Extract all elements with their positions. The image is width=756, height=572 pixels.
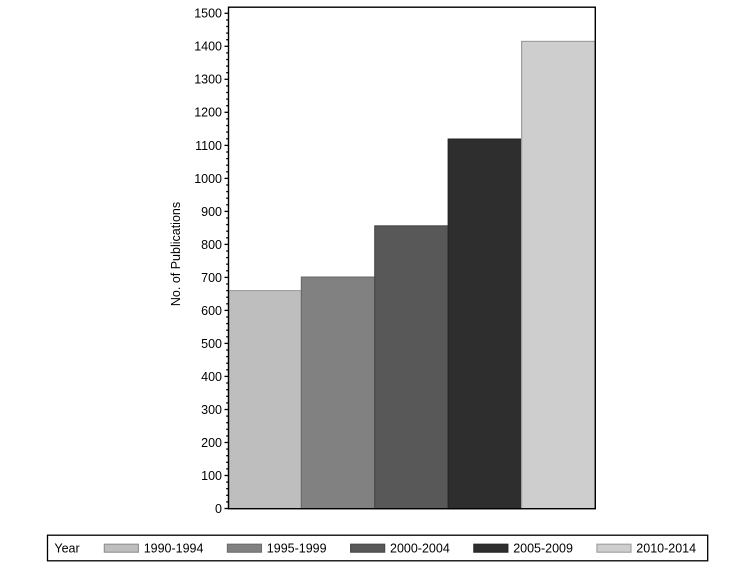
svg-text:1995-1999: 1995-1999	[267, 541, 327, 555]
svg-text:0: 0	[215, 502, 222, 516]
svg-text:2000-2004: 2000-2004	[390, 541, 450, 555]
svg-text:1200: 1200	[194, 106, 222, 120]
svg-text:1100: 1100	[195, 139, 222, 153]
svg-text:300: 300	[201, 403, 222, 417]
svg-text:200: 200	[201, 436, 222, 450]
svg-text:No. of Publications: No. of Publications	[169, 202, 183, 306]
svg-text:100: 100	[201, 469, 222, 483]
svg-text:500: 500	[201, 337, 222, 351]
svg-text:1500: 1500	[194, 7, 222, 21]
svg-text:700: 700	[201, 271, 222, 285]
svg-text:800: 800	[201, 238, 222, 252]
svg-text:1990-1994: 1990-1994	[144, 541, 204, 555]
svg-text:2010-2014: 2010-2014	[636, 541, 696, 555]
svg-text:1000: 1000	[194, 172, 222, 186]
svg-text:Year: Year	[54, 541, 79, 555]
svg-text:900: 900	[201, 205, 222, 219]
svg-text:1400: 1400	[194, 40, 222, 54]
svg-text:400: 400	[201, 370, 222, 384]
svg-text:2005-2009: 2005-2009	[513, 541, 573, 555]
svg-text:1300: 1300	[194, 73, 222, 87]
svg-text:600: 600	[201, 304, 222, 318]
